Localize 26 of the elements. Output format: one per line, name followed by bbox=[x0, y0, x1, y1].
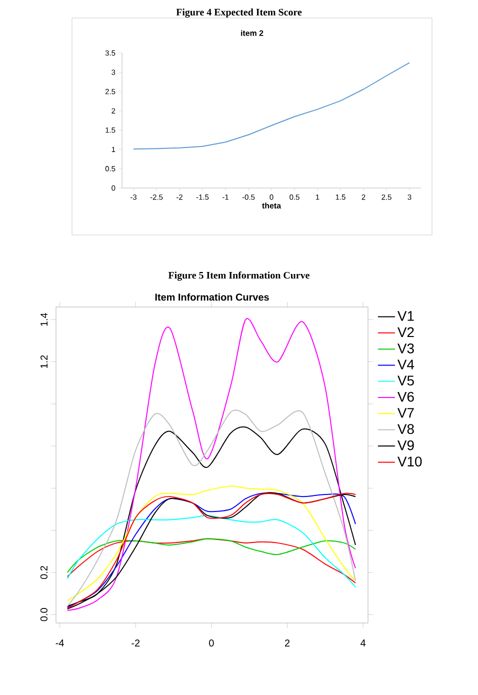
legend-label: V9 bbox=[397, 440, 414, 450]
legend-label: V7 bbox=[397, 408, 414, 418]
line-series bbox=[66, 538, 356, 573]
chart-title: Figure 4 Expected Item Score bbox=[176, 8, 302, 18]
x-tick-label: -4 bbox=[56, 640, 64, 646]
legend-label: V8 bbox=[397, 424, 414, 434]
legend-label: V4 bbox=[397, 360, 414, 370]
x-tick-label: 4 bbox=[360, 640, 366, 646]
line-series bbox=[66, 515, 356, 588]
y-tick-label: 0.2 bbox=[40, 566, 48, 579]
legend-label: V6 bbox=[397, 392, 414, 402]
y-tick-label: 1.2 bbox=[40, 355, 48, 368]
legend-label: V5 bbox=[397, 376, 414, 386]
chart-subtitle: Item Information Curves bbox=[155, 293, 269, 301]
chart-title: Figure 5 Item Information Curve bbox=[168, 272, 310, 281]
legend-label: V2 bbox=[397, 327, 414, 337]
x-tick-label: -2 bbox=[132, 640, 140, 646]
legend-label: V3 bbox=[397, 343, 414, 354]
x-tick-label: 2 bbox=[284, 640, 290, 646]
line-series bbox=[66, 319, 356, 611]
x-tick-label: 0 bbox=[209, 640, 214, 647]
y-tick-label: 1.4 bbox=[40, 313, 48, 326]
y-tick-label: 0.0 bbox=[40, 608, 48, 622]
line-series bbox=[133, 62, 410, 150]
legend-label: V1 bbox=[397, 311, 414, 321]
legend-label: V10 bbox=[397, 456, 422, 466]
